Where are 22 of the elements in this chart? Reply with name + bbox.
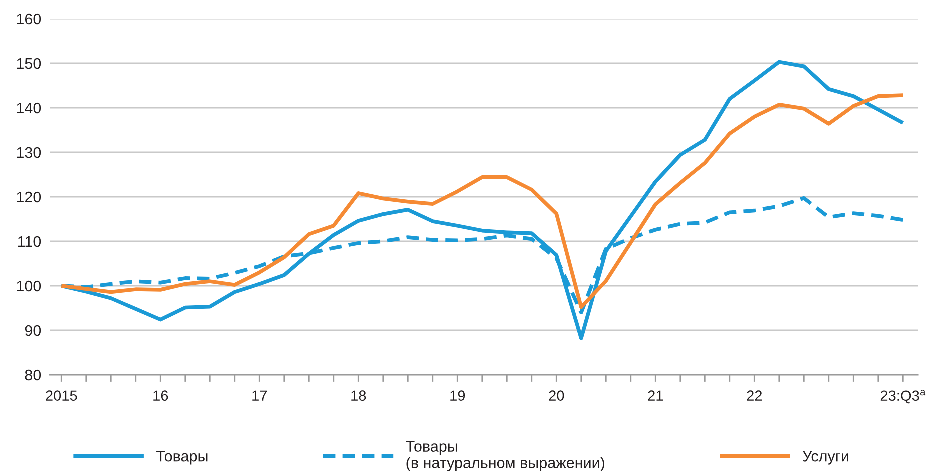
x-tick-label: 18 <box>352 390 366 401</box>
y-tick-label: 100 <box>17 280 42 292</box>
y-tick-label: 90 <box>25 325 42 336</box>
y-tick-label: 160 <box>17 14 42 25</box>
y-tick-label: 140 <box>17 102 42 114</box>
x-tick-label: 21 <box>648 390 664 401</box>
y-tick-label: 150 <box>17 58 42 70</box>
x-tick-label: 16 <box>154 390 168 401</box>
x-tick-label: 22 <box>747 390 762 401</box>
legend-label: Товары (в натуральном выражении) <box>406 441 604 472</box>
x-tick-label: 19 <box>450 390 466 401</box>
line-series <box>60 94 906 310</box>
x-tick-label: 23:Q3$^{a}$ <box>880 390 926 404</box>
x-tick-label: 17 <box>252 390 268 401</box>
x-tick-label: 2015 <box>46 390 78 401</box>
legend-label: Товары <box>156 451 208 465</box>
y-tick-label: 80 <box>25 370 42 381</box>
y-tick-label: 110 <box>18 236 42 248</box>
y-tick-label: 130 <box>17 147 42 158</box>
y-tick-label: 120 <box>17 192 42 203</box>
legend-label: Услуги <box>802 451 848 465</box>
x-tick-label: 20 <box>549 390 564 401</box>
